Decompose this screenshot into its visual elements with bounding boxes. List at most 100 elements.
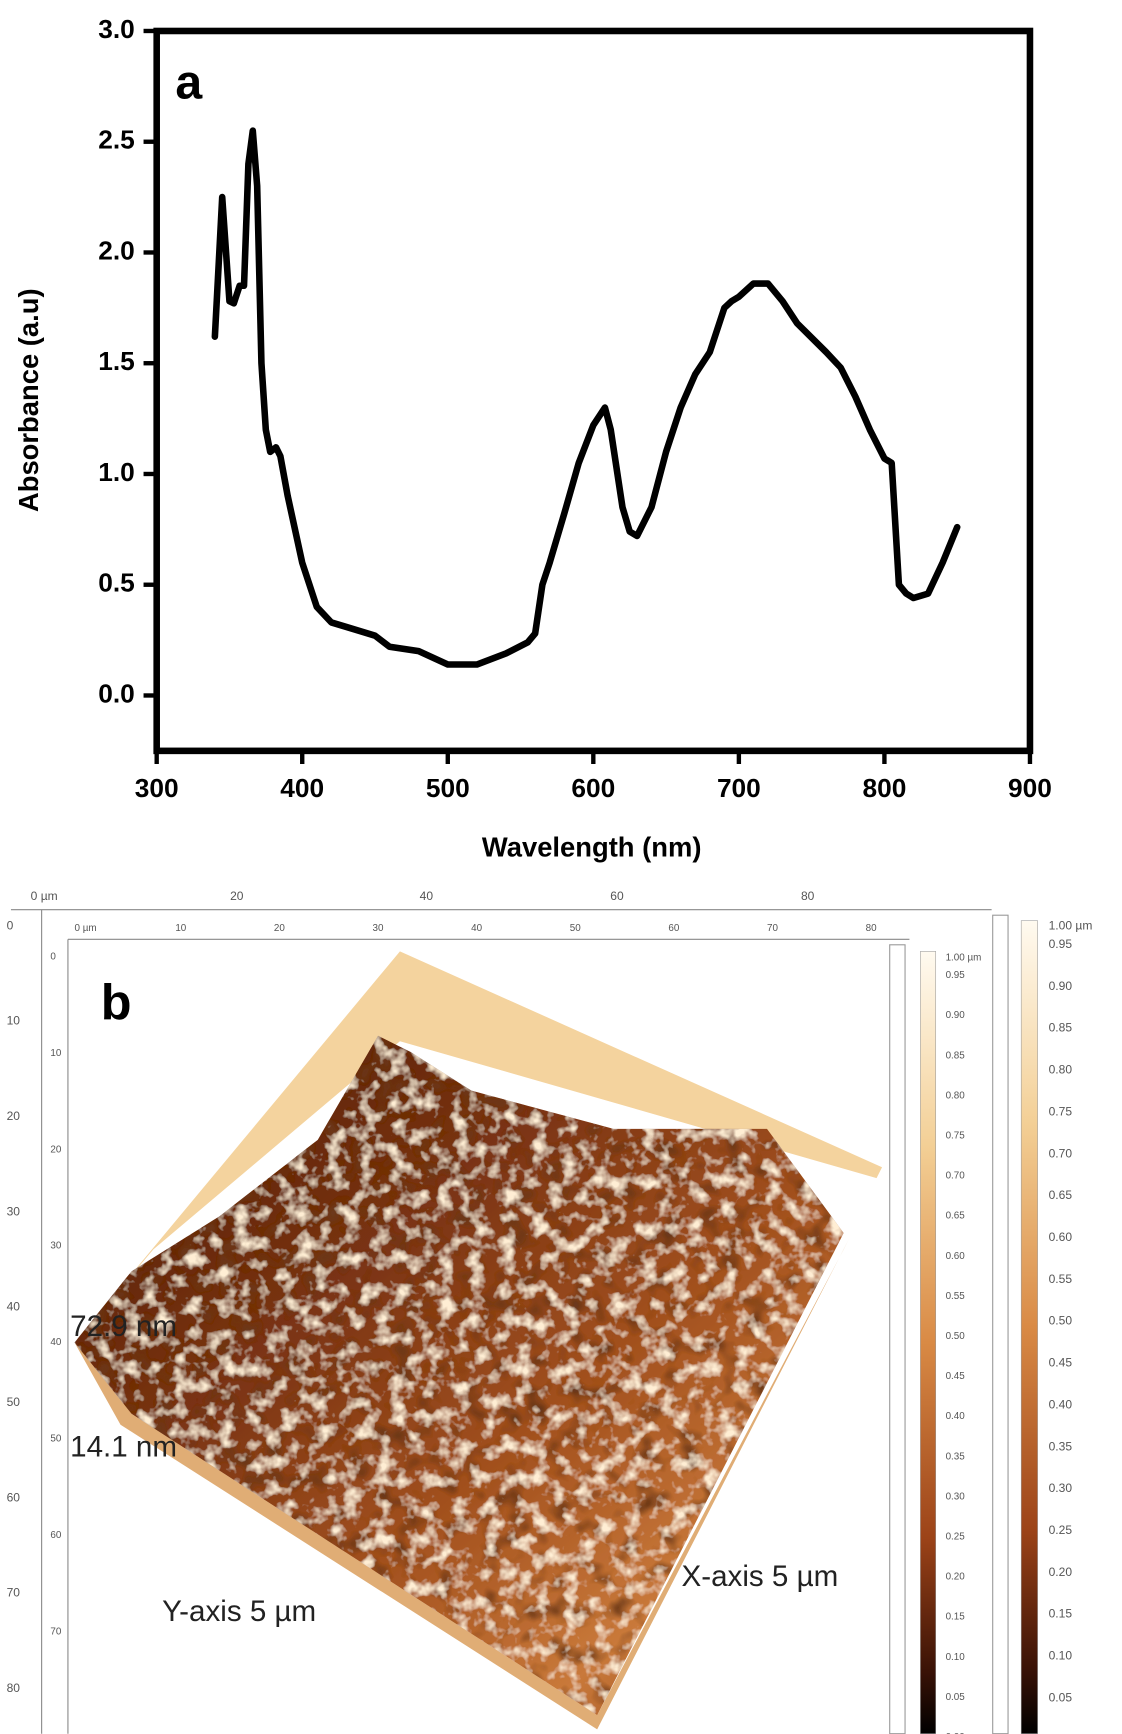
colorbar-label: 0.70 xyxy=(946,1171,966,1182)
colorbar-label: 0.45 xyxy=(1049,1356,1073,1370)
colorbar-label: 0.65 xyxy=(946,1211,966,1222)
colorbar-label: 0.35 xyxy=(1049,1439,1073,1453)
ruler-label: 10 xyxy=(50,1048,61,1059)
colorbar-label: 0.85 xyxy=(1049,1021,1073,1035)
ruler-label: 10 xyxy=(175,923,186,934)
colorbar-label: 0.15 xyxy=(946,1612,966,1623)
y-tick-label: 0.0 xyxy=(98,678,135,708)
x-tick-label: 900 xyxy=(1008,773,1052,803)
colorbar-label: 0.95 xyxy=(946,970,966,981)
colorbar-label: 0.65 xyxy=(1049,1188,1073,1202)
ruler-label: 50 xyxy=(50,1434,61,1445)
y-tick-label: 1.5 xyxy=(98,346,135,376)
annotation: X-axis 5 µm xyxy=(682,1560,839,1593)
colorbar-label: 1.00 µm xyxy=(1049,918,1093,932)
ruler-label: 0 µm xyxy=(75,923,97,934)
frame-bar xyxy=(889,944,906,1734)
y-axis-label: Absorbance (a.u) xyxy=(13,288,44,512)
ruler-label: 50 xyxy=(7,1395,21,1409)
surface-edge xyxy=(74,1238,850,1730)
ruler-label: 30 xyxy=(50,1241,61,1252)
x-tick-label: 700 xyxy=(717,773,761,803)
colorbar-label: 0.60 xyxy=(946,1251,966,1262)
x-tick-label: 500 xyxy=(426,773,470,803)
colorbar-label: 0.80 xyxy=(946,1090,966,1101)
annotation: 14.1 nm xyxy=(70,1431,177,1464)
colorbar-label: 0.70 xyxy=(1049,1146,1073,1160)
ruler-label: 80 xyxy=(866,923,877,934)
ruler-label: 0 µm xyxy=(31,889,58,903)
colorbar-label: 0.30 xyxy=(1049,1481,1073,1495)
x-tick-label: 300 xyxy=(135,773,179,803)
colorbar-label: 0.85 xyxy=(946,1050,966,1061)
colorbar-label: 0.95 xyxy=(1049,937,1073,951)
colorbar-label: 0.00 xyxy=(1049,1732,1073,1734)
x-tick-label: 400 xyxy=(280,773,324,803)
absorbance-line xyxy=(211,127,961,668)
ruler-label: 20 xyxy=(274,923,285,934)
ruler-label: 20 xyxy=(7,1109,21,1123)
ruler-label: 40 xyxy=(50,1337,61,1348)
colorbar-label: 0.80 xyxy=(1049,1063,1073,1077)
ruler-label: 0 xyxy=(7,918,14,932)
ruler-label: 70 xyxy=(50,1626,61,1637)
colorbar-label: 0.05 xyxy=(946,1692,966,1703)
colorbar-label: 0.60 xyxy=(1049,1230,1073,1244)
panel-label: a xyxy=(175,55,203,109)
x-axis-label: Wavelength (nm) xyxy=(482,832,702,863)
colorbar-label: 0.00 xyxy=(946,1732,966,1734)
colorbar-label: 0.35 xyxy=(946,1451,966,1462)
ruler-label: 10 xyxy=(7,1014,21,1028)
afm-panel: b 72.9 nm 14.1 nm Y-axis 5 µm X-axis 5 µ… xyxy=(10,909,1038,1734)
colorbar-label: 0.75 xyxy=(1049,1104,1073,1118)
colorbar-label: 0.90 xyxy=(1049,979,1073,993)
ruler-label: 60 xyxy=(50,1530,61,1541)
ruler-label: 60 xyxy=(610,889,624,903)
colorbar-label: 0.90 xyxy=(946,1010,966,1021)
ruler-label: 30 xyxy=(373,923,384,934)
colorbar-label: 0.45 xyxy=(946,1371,966,1382)
annotation: 72.9 nm xyxy=(70,1310,177,1343)
colorbar-label: 0.75 xyxy=(946,1130,966,1141)
colorbar-label: 0.15 xyxy=(1049,1607,1073,1621)
colorbar-label: 0.20 xyxy=(946,1572,966,1583)
y-tick-label: 3.0 xyxy=(98,14,135,44)
colorbar xyxy=(920,951,937,1734)
colorbar-label: 0.10 xyxy=(946,1652,966,1663)
ruler-label: 40 xyxy=(471,923,482,934)
ruler-label: 40 xyxy=(7,1300,21,1314)
panel-label: b xyxy=(101,973,132,1030)
colorbar-label: 0.20 xyxy=(1049,1565,1073,1579)
colorbar-label: 0.40 xyxy=(946,1411,966,1422)
y-tick-label: 1.0 xyxy=(98,457,135,487)
colorbar-label: 0.40 xyxy=(1049,1397,1073,1411)
ruler-label: 70 xyxy=(7,1586,21,1600)
colorbar-label: 0.30 xyxy=(946,1491,966,1502)
ruler-label: 30 xyxy=(7,1204,21,1218)
ruler-label: 60 xyxy=(668,923,679,934)
ruler-label: 0 xyxy=(50,951,56,962)
colorbar-label: 0.05 xyxy=(1049,1690,1073,1704)
colorbar-label: 0.10 xyxy=(1049,1649,1073,1663)
frame-bar xyxy=(992,914,1009,1734)
plot-frame xyxy=(153,27,1034,755)
ruler-label: 20 xyxy=(50,1144,61,1155)
y-tick-label: 2.5 xyxy=(98,125,135,155)
colorbar-label: 0.50 xyxy=(1049,1314,1073,1328)
colorbar-label: 0.50 xyxy=(946,1331,966,1342)
ruler-label: 40 xyxy=(420,889,434,903)
ruler-label: 60 xyxy=(7,1490,21,1504)
x-tick-label: 600 xyxy=(571,773,615,803)
surface-wall xyxy=(74,951,883,1343)
ruler-label: 80 xyxy=(7,1681,21,1695)
afm-surface xyxy=(74,1035,844,1716)
ruler-label: 20 xyxy=(230,889,244,903)
colorbar-label: 0.55 xyxy=(1049,1272,1073,1286)
colorbar-label: 0.25 xyxy=(1049,1523,1073,1537)
annotation: Y-axis 5 µm xyxy=(162,1595,316,1628)
y-tick-label: 2.0 xyxy=(98,235,135,265)
ruler-label: 80 xyxy=(801,889,815,903)
colorbar-label: 0.55 xyxy=(946,1291,966,1302)
